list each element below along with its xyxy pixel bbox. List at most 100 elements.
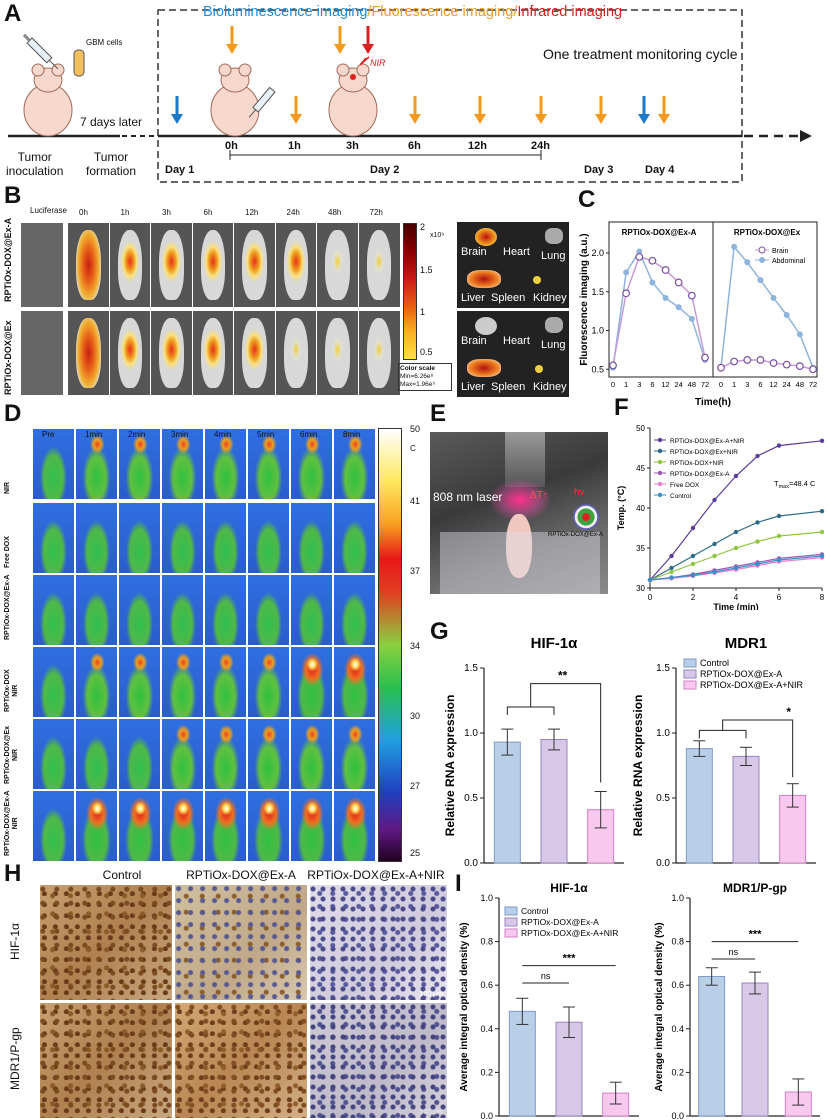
bar-ytick: 1.5	[656, 663, 670, 674]
c-xlabel: Time(h)	[695, 397, 731, 408]
bar-ytick: 1.0	[671, 893, 684, 903]
c-point-abdominal	[688, 315, 695, 322]
bar-legend-swatch	[683, 669, 697, 679]
organ-label-kidney: Kidney	[533, 292, 567, 304]
bar-ytick: 0.5	[656, 793, 670, 804]
thermal-image-r3-c3	[161, 646, 204, 718]
mouse-icon-inoculation	[23, 63, 73, 137]
c-point-abdominal	[770, 294, 777, 301]
d-time-2min: 2min	[128, 430, 146, 439]
d-row-label-box: NIR	[0, 428, 30, 498]
c-subtitle-0: RPTiOx-DOX@Ex-A	[622, 228, 697, 237]
color-scale-bar	[403, 223, 417, 360]
d-time-6min: 6min	[300, 430, 318, 439]
f-point	[776, 557, 782, 563]
fluo-arrow-0h	[226, 26, 238, 54]
syringe-icon	[22, 33, 59, 70]
f-line-1	[649, 510, 823, 581]
bar-ytick: 0.0	[480, 1111, 493, 1120]
thermal-image-r2-c0	[32, 574, 75, 646]
bar-0	[508, 1010, 536, 1117]
f-xtick: 8	[820, 593, 825, 602]
c-legend-brain: Brain	[772, 248, 788, 255]
thermal-image-r0-c5	[247, 428, 290, 500]
f-line-0	[649, 440, 823, 581]
thermal-image-r2-c1	[75, 574, 118, 646]
thermal-image-r0-c0	[32, 428, 75, 500]
c-legend-marker-brain	[758, 246, 766, 254]
thermal-image-r2-c5	[247, 574, 290, 646]
f-point	[733, 565, 739, 571]
color-scale-min: Min=6.26e⁸	[400, 373, 434, 380]
thermal-image-r5-c5	[247, 790, 290, 862]
c-point-abdominal	[623, 269, 630, 276]
thermal-image-r5-c3	[161, 790, 204, 862]
bar-ylabel: Relative RNA expression	[631, 695, 645, 837]
c-ylabel: Fluorescence imaging (a.u.)	[579, 233, 590, 365]
d-row-label-box: RPTiOx-DOX@Ex NIR	[0, 718, 30, 788]
bar-ytick: 1.0	[656, 728, 670, 739]
d-time-3min: 3min	[171, 430, 189, 439]
f-point	[690, 573, 696, 578]
thermal-image-r4-c3	[161, 718, 204, 790]
bar-1	[540, 739, 568, 864]
organ-label-liver: Liver	[461, 292, 485, 304]
bar-ytick: 0.0	[671, 1111, 684, 1120]
bar-ylabel: Average integral optical density (%)	[654, 922, 665, 1091]
scale-tick-1-5: 1.5	[420, 265, 433, 275]
c-xtick: 48	[796, 380, 804, 389]
f-annotation-t: T	[774, 479, 779, 488]
color-scale-box: Color scale Min=6.26e⁸ Max=1.96e⁹	[398, 363, 452, 391]
f-ytick: 45	[636, 464, 645, 473]
fluo-arrow-24h	[535, 96, 547, 124]
f-xtick: 0	[648, 593, 653, 602]
ihc-hif-ex-a	[175, 885, 307, 1000]
mouse-icon-injection	[210, 63, 260, 137]
f-point	[712, 541, 717, 547]
c-xtick: 1	[732, 380, 736, 389]
scalebar-label-2: 100 μm	[419, 1109, 444, 1116]
c-point-abdominal	[649, 279, 656, 286]
seven-days-label: 7 days later	[80, 115, 143, 129]
f-point	[690, 553, 696, 559]
d-row-label: RPTiOx-DOX@Ex-A NIR	[4, 790, 19, 856]
f-point	[733, 473, 739, 479]
f-legend-label: RPTiOx-DOX@Ex-A	[670, 471, 730, 478]
bio-arrow-day1	[171, 96, 183, 124]
fluor-image-r2-4	[233, 310, 276, 396]
bar-legend-swatch	[504, 917, 518, 927]
organ-image-ex: Brain Heart Lung Liver Spleen Kidney	[457, 311, 569, 397]
bar-ytick: 0.6	[671, 980, 684, 990]
fluo-arrow-1h	[290, 96, 302, 124]
thermal-image-r5-c7	[333, 790, 376, 862]
thermal-image-r0-c1	[75, 428, 118, 500]
thermal-image-r5-c4	[204, 790, 247, 862]
np-label: RPTiOx-DOX@Ex-A	[548, 532, 603, 538]
c-point-abdominal	[744, 259, 751, 266]
bio-arrow-day4	[638, 96, 650, 124]
thermal-image-r4-c7	[333, 718, 376, 790]
fluor-image-r2-7	[357, 310, 401, 396]
f-point	[712, 553, 717, 559]
d-row-label: RPTiOx-DOX NIR	[4, 669, 19, 712]
d-scale-tick: 50	[410, 424, 421, 434]
d-row-label: RPTiOx-DOX@Ex NIR	[4, 725, 19, 784]
day3-label: Day 3	[584, 164, 614, 176]
f-point	[647, 577, 653, 583]
bioluminescence-label: Bioluminescence imaging	[203, 4, 368, 20]
organ-label-kidney-2: Kidney	[533, 381, 567, 393]
thermal-image-r2-c7	[333, 574, 376, 646]
bar-0	[685, 748, 713, 864]
d-time-Pre: Pre	[42, 430, 55, 439]
organ-label-brain: Brain	[461, 246, 487, 258]
bar-ytick: 1.0	[480, 893, 493, 903]
d-row-label-box: RPTiOx-DOX@Ex-A NIR	[0, 790, 30, 860]
b-time-24h: 24h	[286, 208, 300, 217]
c-point-abdominal	[636, 248, 643, 255]
c-xtick: 48	[688, 380, 696, 389]
c-point-brain	[809, 365, 817, 374]
d-time-4min: 4min	[214, 430, 232, 439]
f-point	[776, 533, 782, 539]
thermal-image-r1-c6	[290, 502, 333, 574]
